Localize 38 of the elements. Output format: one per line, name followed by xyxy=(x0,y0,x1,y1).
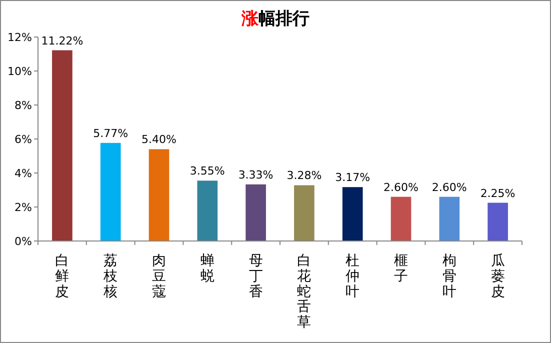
x-tick-label: 母丁香 xyxy=(248,253,263,300)
bar xyxy=(488,202,508,241)
x-tick-label: 白鲜皮 xyxy=(55,253,70,300)
x-tick-label: 蝉蜕 xyxy=(200,253,214,284)
x-tick-label: 杜仲叶 xyxy=(346,253,360,300)
data-label: 3.33% xyxy=(238,168,274,182)
x-tick-label: 瓜蒌皮 xyxy=(490,253,505,300)
data-label: 2.60% xyxy=(384,180,418,194)
data-label: 3.17% xyxy=(335,171,370,184)
y-tick-label: 6% xyxy=(14,132,32,146)
bar xyxy=(439,196,460,241)
data-label: 2.25% xyxy=(480,186,516,200)
y-tick-label: 8% xyxy=(14,98,32,112)
bar xyxy=(52,50,72,241)
bar xyxy=(100,142,121,241)
data-label: 11.22% xyxy=(41,34,84,48)
x-tick-label: 榧子 xyxy=(394,253,408,284)
bar xyxy=(148,149,170,241)
x-tick-label: 荔枝核 xyxy=(102,253,118,300)
data-label: 5.77% xyxy=(93,126,128,140)
bar xyxy=(197,180,218,241)
data-label: 2.60% xyxy=(432,180,467,194)
x-tick-label: 枸骨叶 xyxy=(442,253,456,300)
bar xyxy=(294,185,314,241)
y-tick-label: 2% xyxy=(14,200,32,214)
y-tick-label: 0% xyxy=(14,234,32,248)
x-tick-label: 白花蛇舌草 xyxy=(297,253,312,331)
data-label: 3.55% xyxy=(190,164,225,178)
y-tick-label: 12% xyxy=(8,30,32,44)
bar xyxy=(342,187,363,241)
bar xyxy=(246,184,266,241)
y-tick-label: 4% xyxy=(14,166,32,180)
chart-title: 涨幅排行 xyxy=(240,9,310,29)
x-tick-label: 肉豆蔻 xyxy=(152,253,166,300)
bar xyxy=(390,196,412,241)
y-tick-label: 10% xyxy=(8,64,32,78)
data-label: 5.40% xyxy=(142,133,176,146)
data-label: 3.28% xyxy=(286,169,322,182)
